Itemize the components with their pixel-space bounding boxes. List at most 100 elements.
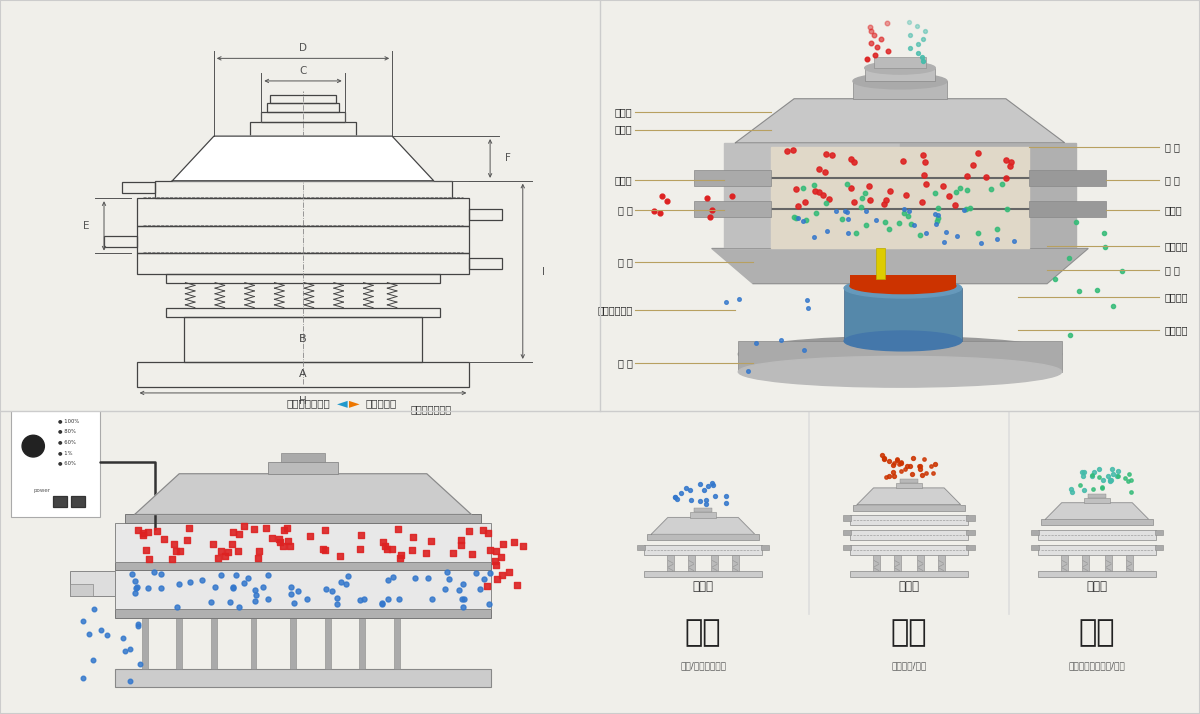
Point	[838, 206, 857, 217]
Point	[820, 193, 839, 204]
Point	[827, 205, 846, 216]
Point	[691, 478, 710, 490]
Point	[841, 182, 860, 193]
Bar	[917, 555, 924, 570]
Ellipse shape	[22, 436, 44, 457]
Point	[910, 461, 929, 472]
Point	[968, 227, 988, 238]
Point	[823, 150, 842, 161]
Text: 束 环: 束 环	[618, 205, 632, 215]
Bar	[1088, 493, 1106, 498]
Bar	[850, 515, 967, 526]
Bar	[1084, 498, 1110, 503]
Point	[788, 212, 808, 223]
Bar	[850, 570, 967, 577]
Point	[139, 554, 158, 565]
Point	[229, 528, 248, 539]
Point	[880, 470, 899, 481]
Point	[1094, 228, 1114, 239]
Text: 进料口: 进料口	[614, 107, 632, 117]
Point	[229, 601, 248, 613]
Point	[875, 216, 894, 228]
Point	[133, 529, 152, 540]
Point	[905, 220, 924, 231]
Point	[996, 154, 1015, 166]
Bar	[469, 209, 502, 221]
Point	[866, 214, 886, 226]
Bar	[1042, 520, 1153, 526]
Point	[1085, 466, 1104, 478]
Point	[860, 194, 880, 206]
Text: ● 60%: ● 60%	[58, 461, 76, 466]
Point	[912, 469, 931, 481]
Point	[722, 191, 742, 202]
Point	[301, 531, 320, 542]
Point	[878, 46, 898, 57]
Point	[911, 461, 930, 472]
Point	[337, 578, 356, 590]
Ellipse shape	[850, 278, 956, 293]
Bar	[667, 555, 674, 570]
Text: 出料口: 出料口	[614, 175, 632, 185]
Point	[911, 463, 930, 475]
Point	[880, 185, 899, 196]
Bar	[125, 515, 481, 523]
Point	[917, 178, 936, 190]
Point	[929, 202, 948, 213]
Point	[977, 171, 996, 183]
Point	[378, 593, 397, 605]
Point	[416, 548, 436, 559]
Point	[917, 468, 936, 479]
Point	[1109, 466, 1128, 477]
Bar	[269, 462, 337, 474]
Point	[892, 465, 911, 476]
Point	[455, 593, 474, 605]
Point	[298, 593, 317, 605]
Bar	[850, 275, 956, 286]
Point	[806, 207, 826, 218]
Point	[1075, 484, 1094, 496]
Text: 机 座: 机 座	[618, 358, 632, 368]
Point	[169, 578, 188, 589]
Point	[816, 149, 835, 160]
Point	[947, 231, 966, 242]
Point	[913, 56, 932, 67]
Point	[328, 593, 347, 604]
Point	[178, 535, 197, 546]
Point	[1103, 300, 1122, 311]
Point	[239, 573, 258, 584]
Point	[1073, 470, 1092, 481]
Polygon shape	[900, 143, 1076, 248]
Point	[716, 491, 736, 502]
Point	[887, 455, 906, 466]
Point	[121, 643, 140, 655]
Point	[900, 16, 919, 27]
Ellipse shape	[844, 331, 961, 351]
Point	[672, 488, 691, 499]
Point	[377, 543, 396, 554]
Point	[281, 540, 300, 551]
Bar	[250, 122, 356, 136]
Point	[470, 583, 490, 595]
Point	[331, 576, 350, 588]
Text: F: F	[505, 154, 511, 164]
Text: 筛 盘: 筛 盘	[1164, 266, 1180, 276]
Point	[467, 568, 486, 579]
Point	[862, 38, 881, 49]
Point	[838, 213, 857, 225]
Point	[677, 482, 696, 493]
Point	[1070, 480, 1090, 491]
Point	[148, 525, 167, 536]
Point	[812, 189, 832, 201]
Bar	[688, 555, 695, 570]
Point	[270, 536, 289, 548]
Point	[1001, 156, 1020, 168]
Point	[793, 216, 812, 227]
Bar	[185, 317, 422, 362]
Point	[133, 528, 152, 539]
Point	[128, 618, 148, 629]
Bar	[142, 618, 148, 669]
Text: 单层式: 单层式	[692, 580, 714, 593]
Point	[914, 170, 934, 181]
Bar	[155, 181, 451, 198]
